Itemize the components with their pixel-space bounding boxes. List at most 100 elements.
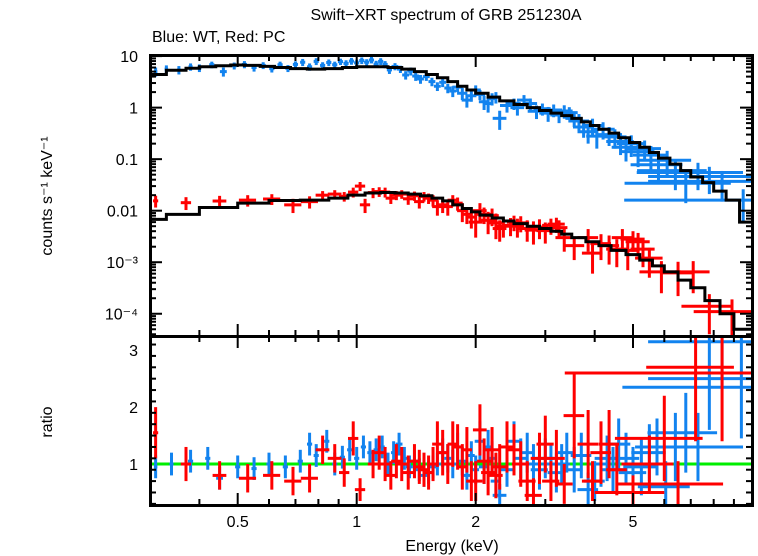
data-point <box>348 57 355 65</box>
x-tick-label: 2 <box>471 514 480 531</box>
x-tick-label: 0.5 <box>227 514 249 531</box>
data-point <box>385 193 396 204</box>
data-point <box>354 182 366 192</box>
data-point <box>313 444 319 467</box>
data-point <box>391 444 402 479</box>
data-point <box>581 461 603 502</box>
data-point <box>235 455 241 479</box>
data-point <box>555 464 573 504</box>
data-point <box>442 444 453 484</box>
y-tick-label: 0.1 <box>116 152 138 169</box>
chart-subtitle: Blue: WT, Red: PC <box>152 29 285 46</box>
data-point <box>432 200 443 216</box>
data-point <box>300 196 318 209</box>
model-line <box>150 63 752 224</box>
data-point <box>577 409 599 479</box>
data-point <box>169 452 174 476</box>
data-point <box>606 444 627 496</box>
data-point <box>359 57 365 65</box>
data-point <box>284 466 302 496</box>
y-axis-label-spectrum: counts s⁻¹ keV⁻¹ <box>39 136 56 255</box>
spectrum-panel <box>150 57 752 336</box>
data-point <box>326 59 332 67</box>
data-point <box>550 220 568 239</box>
data-point <box>461 427 472 473</box>
data-point <box>632 146 668 171</box>
ratio-series-PC <box>153 336 752 505</box>
data-point <box>212 461 227 490</box>
y-tick-label: 10 <box>120 49 138 66</box>
data-point <box>354 478 366 502</box>
y-tick-label: 3 <box>129 343 138 360</box>
data-point <box>432 421 443 467</box>
data-point <box>180 197 192 211</box>
data-point <box>636 412 744 482</box>
axis-tick-labels: 0.5 1 2 5 10 1 0.1 0.01 10⁻³ 10⁻⁴ 1 2 3 <box>105 49 638 531</box>
data-point <box>402 71 410 80</box>
x-tick-label: 5 <box>629 514 638 531</box>
data-point <box>297 449 303 473</box>
data-point <box>442 200 453 216</box>
data-point <box>590 234 612 261</box>
data-point <box>180 446 192 482</box>
data-point <box>614 395 703 482</box>
data-point <box>313 58 319 66</box>
data-point <box>563 236 585 261</box>
y-axis-label-ratio: ratio <box>39 406 56 437</box>
data-point <box>292 61 299 68</box>
data-point <box>428 77 436 87</box>
data-point <box>506 424 521 476</box>
data-point <box>402 455 414 490</box>
data-point <box>327 444 342 473</box>
data-point <box>417 74 424 84</box>
data-point <box>485 427 499 473</box>
data-point <box>354 446 360 470</box>
data-point <box>238 195 257 207</box>
data-point <box>433 82 441 92</box>
data-point <box>212 195 227 208</box>
data-point <box>557 432 576 473</box>
data-point <box>282 455 288 479</box>
data-point <box>251 457 257 480</box>
data-point <box>367 449 379 479</box>
x-tick-label: 1 <box>352 514 361 531</box>
data-point <box>153 407 159 459</box>
data-point <box>472 404 487 456</box>
ratio-frame <box>149 335 754 507</box>
data-point <box>364 59 370 66</box>
data-point <box>343 60 349 68</box>
data-point <box>594 475 665 505</box>
data-point <box>412 72 420 81</box>
data-point <box>379 446 391 482</box>
data-point <box>590 421 612 484</box>
data-point <box>373 435 385 470</box>
data-point <box>315 435 330 465</box>
data-point <box>646 336 734 442</box>
data-point <box>219 67 227 77</box>
y-tick-label: 0.01 <box>107 204 138 221</box>
data-point <box>347 438 353 462</box>
data-point <box>444 83 452 94</box>
data-point <box>437 429 448 476</box>
data-point <box>439 78 447 88</box>
data-point <box>622 336 752 439</box>
data-point <box>360 435 366 459</box>
data-point <box>547 429 565 487</box>
data-point <box>153 195 159 208</box>
data-point <box>315 191 330 201</box>
data-point <box>402 194 414 205</box>
data-point <box>238 464 257 493</box>
data-point <box>581 242 603 274</box>
data-point <box>205 446 211 470</box>
x-axis-label: Energy (keV) <box>405 538 498 555</box>
y-tick-label: 10⁻⁴ <box>105 307 138 324</box>
ratio-plot-area <box>150 336 752 505</box>
data-point <box>499 421 514 473</box>
y-tick-label: 2 <box>129 400 138 417</box>
data-point <box>359 198 371 214</box>
data-point <box>564 336 752 442</box>
spectrum-plot-area <box>150 57 752 336</box>
y-tick-label: 1 <box>129 457 138 474</box>
data-point <box>300 464 318 493</box>
